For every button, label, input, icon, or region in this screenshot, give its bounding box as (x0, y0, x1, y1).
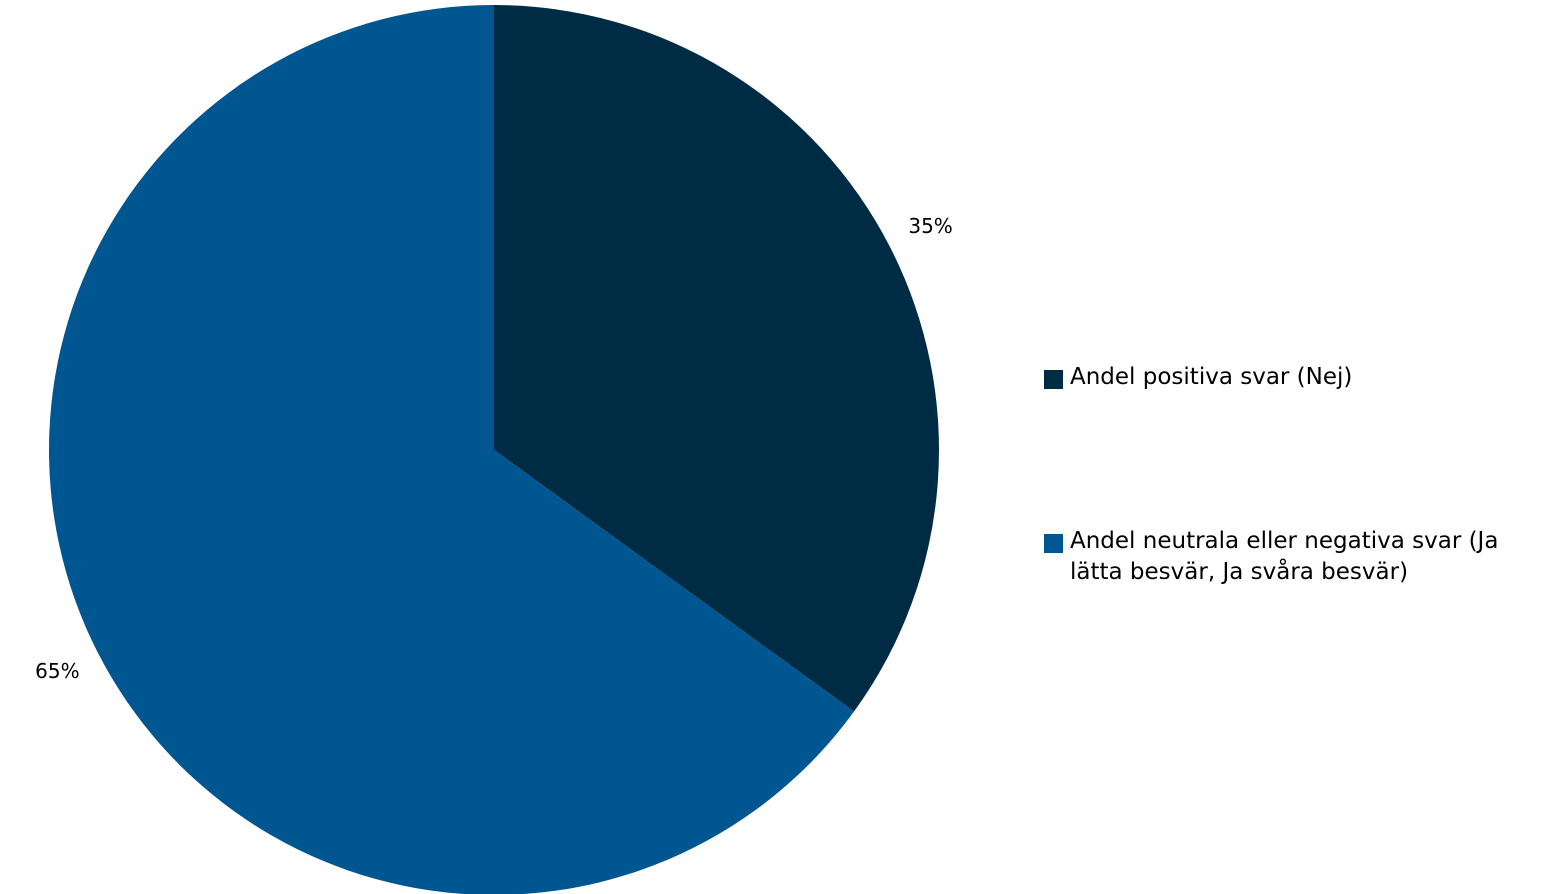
data-labels: 35% 65% (35, 214, 953, 683)
pie-slice-positive (494, 5, 939, 712)
pie-slices (48, 5, 939, 894)
legend-swatch-neutral-negative (1044, 534, 1063, 553)
legend-label-positive: Andel positiva svar (Nej) (1070, 364, 1353, 390)
legend-label-neutral-negative: Andel neutrala eller negativa svar (Ja l… (1070, 528, 1499, 585)
legend-item-positive: Andel positiva svar (Nej) (1044, 362, 1558, 393)
legend-swatch-positive (1044, 370, 1063, 389)
data-label-neutral-negative: 65% (35, 659, 79, 683)
legend-item-neutral-negative: Andel neutrala eller negativa svar (Ja l… (1044, 526, 1558, 588)
pie-slice-neutral-negative (48, 5, 855, 894)
legend: Andel positiva svar (Nej) Andel neutrala… (1044, 362, 1558, 588)
data-label-positive: 35% (908, 214, 952, 238)
